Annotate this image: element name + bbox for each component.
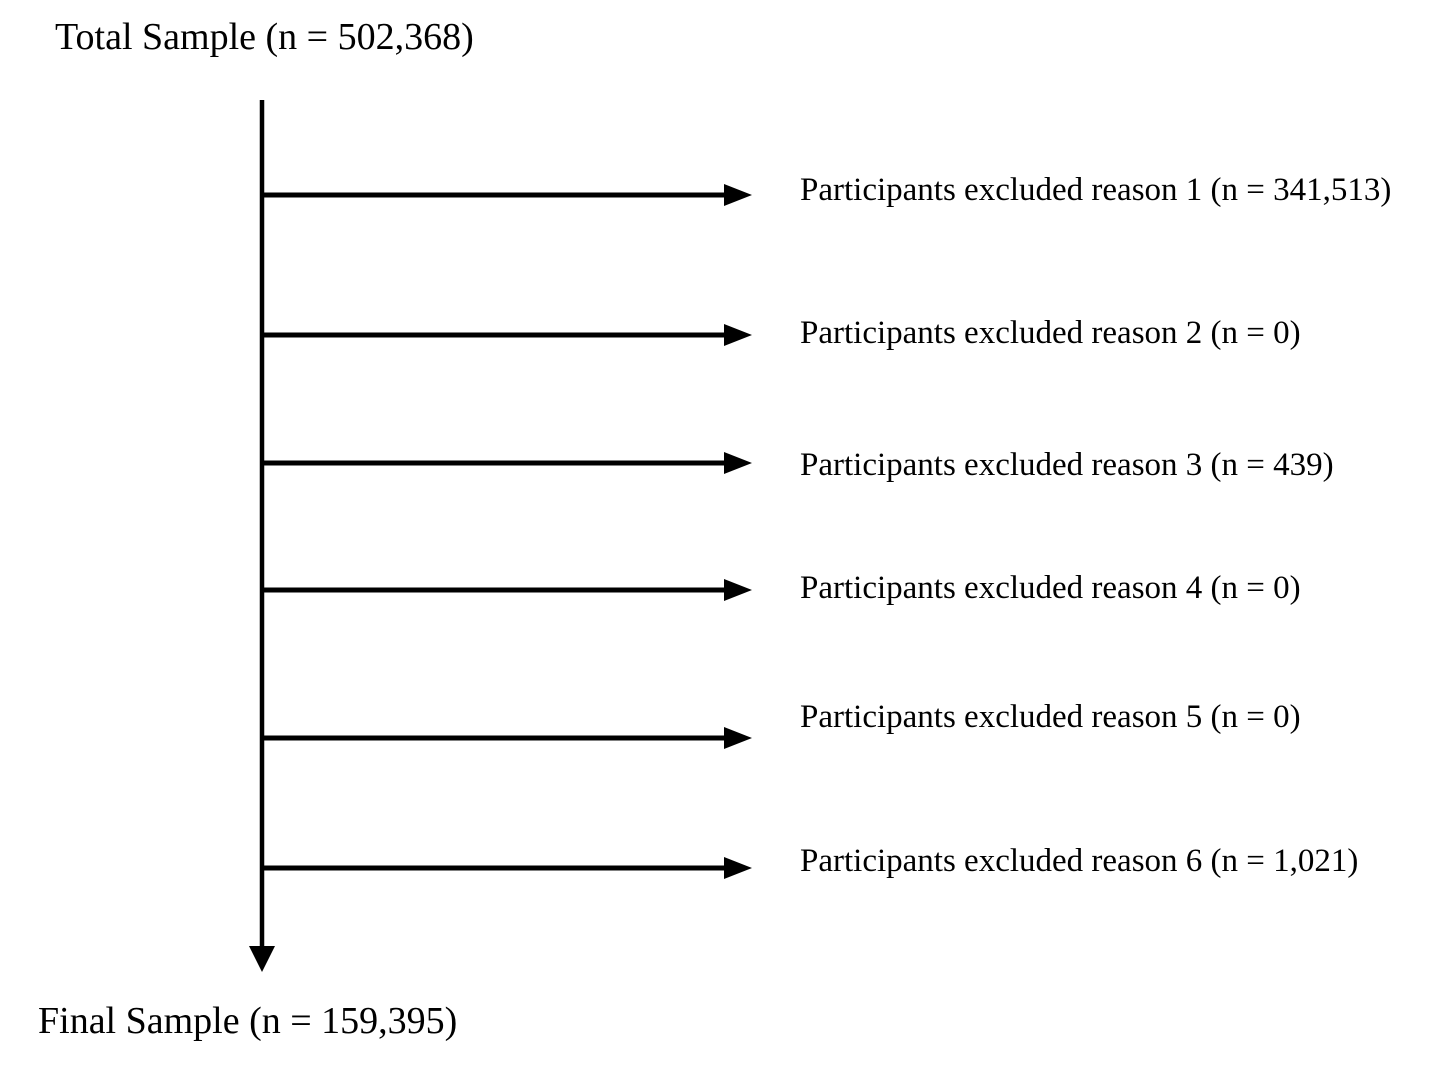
final-sample-label: Final Sample (n = 159,395) [38, 1000, 458, 1042]
right-arrowhead-icon-4 [724, 579, 752, 601]
total-sample-label: Total Sample (n = 502,368) [55, 16, 474, 58]
down-arrowhead-icon [249, 946, 275, 972]
right-arrowhead-icon-2 [724, 324, 752, 346]
exclusion-reason-6-label: Participants excluded reason 6 (n = 1,02… [800, 843, 1359, 879]
exclusion-reason-2-label: Participants excluded reason 2 (n = 0) [800, 315, 1301, 351]
exclusion-reason-5-label: Participants excluded reason 5 (n = 0) [800, 699, 1301, 735]
right-arrowhead-icon-1 [724, 184, 752, 206]
right-arrowhead-icon-6 [724, 857, 752, 879]
exclusion-reason-3-label: Participants excluded reason 3 (n = 439) [800, 447, 1334, 483]
right-arrowhead-icon-5 [724, 727, 752, 749]
exclusion-reason-4-label: Participants excluded reason 4 (n = 0) [800, 570, 1301, 606]
right-arrowhead-icon-3 [724, 452, 752, 474]
exclusion-reason-1-label: Participants excluded reason 1 (n = 341,… [800, 172, 1392, 208]
